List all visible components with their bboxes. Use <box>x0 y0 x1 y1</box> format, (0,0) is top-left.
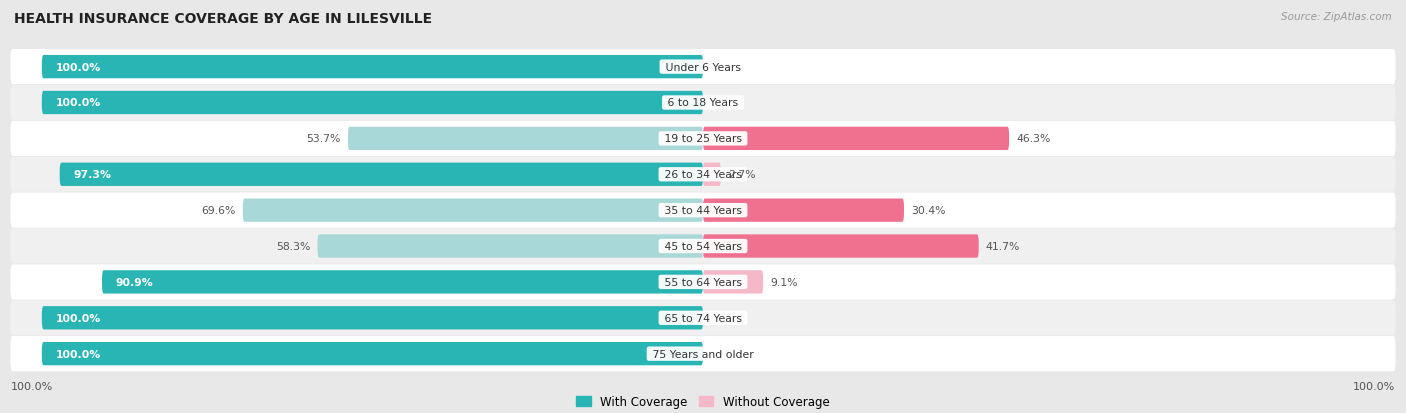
FancyBboxPatch shape <box>10 229 1396 264</box>
FancyBboxPatch shape <box>42 56 703 79</box>
FancyBboxPatch shape <box>10 50 1396 85</box>
FancyBboxPatch shape <box>10 157 1396 192</box>
Text: 90.9%: 90.9% <box>115 277 153 287</box>
Text: 41.7%: 41.7% <box>986 242 1019 252</box>
FancyBboxPatch shape <box>103 271 703 294</box>
Text: 19 to 25 Years: 19 to 25 Years <box>661 134 745 144</box>
FancyBboxPatch shape <box>42 306 703 330</box>
FancyBboxPatch shape <box>347 127 703 151</box>
Text: 100.0%: 100.0% <box>56 349 101 359</box>
Text: 55 to 64 Years: 55 to 64 Years <box>661 277 745 287</box>
Text: 97.3%: 97.3% <box>73 170 111 180</box>
FancyBboxPatch shape <box>10 301 1396 335</box>
FancyBboxPatch shape <box>10 265 1396 300</box>
Text: 30.4%: 30.4% <box>911 206 945 216</box>
Text: HEALTH INSURANCE COVERAGE BY AGE IN LILESVILLE: HEALTH INSURANCE COVERAGE BY AGE IN LILE… <box>14 12 432 26</box>
FancyBboxPatch shape <box>42 342 703 366</box>
Text: 100.0%: 100.0% <box>56 62 101 72</box>
Text: 69.6%: 69.6% <box>201 206 236 216</box>
Text: 100.0%: 100.0% <box>56 98 101 108</box>
FancyBboxPatch shape <box>318 235 703 258</box>
Text: 53.7%: 53.7% <box>307 134 342 144</box>
Legend: With Coverage, Without Coverage: With Coverage, Without Coverage <box>576 395 830 408</box>
Text: 9.1%: 9.1% <box>770 277 797 287</box>
Text: 35 to 44 Years: 35 to 44 Years <box>661 206 745 216</box>
FancyBboxPatch shape <box>10 336 1396 371</box>
Text: 45 to 54 Years: 45 to 54 Years <box>661 242 745 252</box>
FancyBboxPatch shape <box>703 271 763 294</box>
FancyBboxPatch shape <box>10 121 1396 157</box>
FancyBboxPatch shape <box>59 163 703 187</box>
FancyBboxPatch shape <box>703 127 1010 151</box>
Text: 100.0%: 100.0% <box>1353 381 1396 391</box>
Text: 2.7%: 2.7% <box>728 170 755 180</box>
Text: Source: ZipAtlas.com: Source: ZipAtlas.com <box>1281 12 1392 22</box>
FancyBboxPatch shape <box>703 163 721 187</box>
Text: 100.0%: 100.0% <box>56 313 101 323</box>
Text: 65 to 74 Years: 65 to 74 Years <box>661 313 745 323</box>
FancyBboxPatch shape <box>10 86 1396 121</box>
Text: 26 to 34 Years: 26 to 34 Years <box>661 170 745 180</box>
FancyBboxPatch shape <box>703 199 904 222</box>
Text: 58.3%: 58.3% <box>276 242 311 252</box>
FancyBboxPatch shape <box>42 92 703 115</box>
Text: 100.0%: 100.0% <box>10 381 53 391</box>
FancyBboxPatch shape <box>703 235 979 258</box>
Text: Under 6 Years: Under 6 Years <box>662 62 744 72</box>
FancyBboxPatch shape <box>10 193 1396 228</box>
Text: 6 to 18 Years: 6 to 18 Years <box>664 98 742 108</box>
Text: 46.3%: 46.3% <box>1017 134 1050 144</box>
Text: 75 Years and older: 75 Years and older <box>650 349 756 359</box>
FancyBboxPatch shape <box>243 199 703 222</box>
